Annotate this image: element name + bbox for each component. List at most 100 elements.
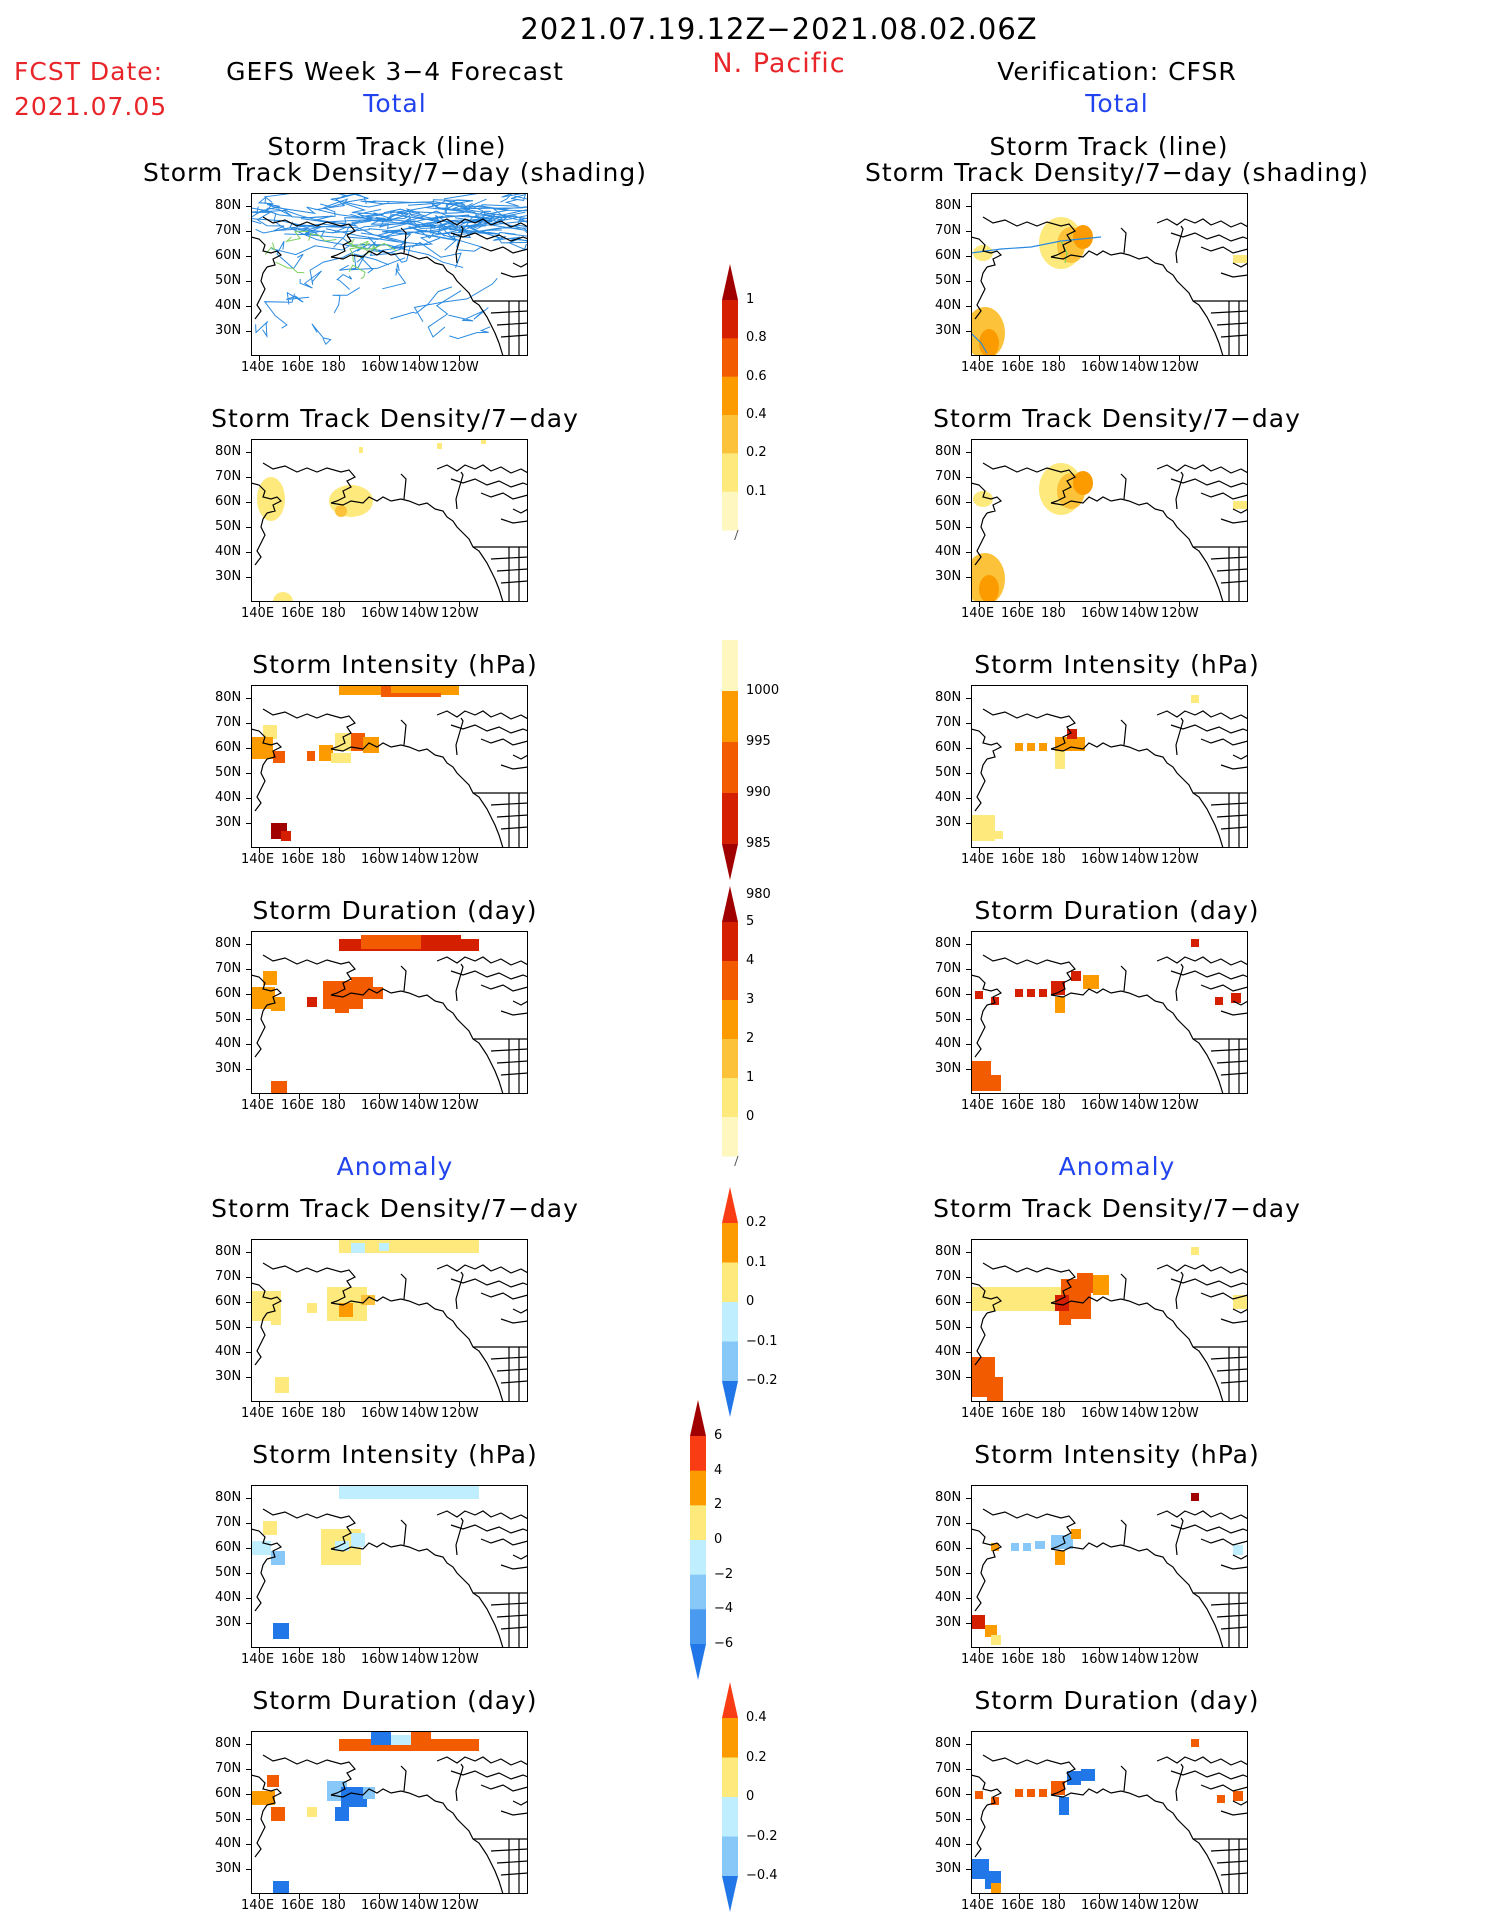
- lat-tick: [246, 1302, 251, 1303]
- lon-tick: [419, 1402, 420, 1407]
- lat-tick-label: 40N: [215, 790, 242, 805]
- lon-tick: [1019, 1094, 1020, 1099]
- lon-tick-label: 140W: [401, 606, 439, 621]
- lon-tick-label: 180: [1041, 1652, 1066, 1667]
- colorbar-label: 980: [746, 887, 771, 902]
- lon-tick-label: 160E: [281, 1652, 315, 1667]
- lat-tick-label: 70N: [935, 715, 962, 730]
- lat-tick: [966, 577, 971, 578]
- lat-tick: [966, 231, 971, 232]
- colorbar-label: 0.8: [746, 330, 767, 346]
- lat-tick-label: 40N: [935, 1036, 962, 1051]
- lat-tick: [246, 823, 251, 824]
- lat-tick-label: 50N: [215, 273, 242, 288]
- colorbar-intensity-total: [718, 640, 742, 894]
- title-intensity-right: Storm Intensity (hPa): [974, 650, 1260, 679]
- lon-tick-label: 120W: [441, 1898, 479, 1913]
- lon-tick-label: 120W: [1161, 606, 1199, 621]
- map-trackline-left: [251, 193, 528, 356]
- lon-tick-label: 140W: [1121, 360, 1159, 375]
- lat-tick: [246, 1377, 251, 1378]
- lat-tick-label: 80N: [935, 1490, 962, 1505]
- lon-tick: [419, 1648, 420, 1653]
- lon-tick: [1179, 356, 1180, 361]
- title-density-right: Storm Track Density/7−day: [933, 404, 1301, 433]
- lon-tick: [1139, 1894, 1140, 1899]
- title-intensity-left: Storm Intensity (hPa): [252, 650, 538, 679]
- map-duration-right: [971, 931, 1248, 1094]
- colorbar-label: 0.2: [746, 445, 767, 461]
- lat-tick-label: 30N: [935, 1615, 962, 1630]
- colorbar-label: 1: [746, 292, 755, 307]
- lon-tick: [1059, 356, 1060, 361]
- colorbar-label: 0.2: [746, 1215, 767, 1230]
- lat-tick-label: 40N: [935, 1590, 962, 1605]
- lon-tick: [1059, 1648, 1060, 1653]
- lon-tick: [299, 1094, 300, 1099]
- lat-tick-label: 60N: [935, 494, 962, 509]
- lon-tick: [979, 1094, 980, 1099]
- lat-tick: [966, 1573, 971, 1574]
- lon-tick: [459, 1402, 460, 1407]
- colorbar-label: 1000: [746, 683, 780, 698]
- lon-tick-label: 140W: [401, 1898, 439, 1913]
- lat-tick: [966, 1327, 971, 1328]
- lon-tick: [339, 356, 340, 361]
- lon-tick: [459, 1648, 460, 1653]
- lat-tick-label: 40N: [215, 1036, 242, 1051]
- lat-tick: [246, 281, 251, 282]
- lat-tick-label: 80N: [935, 444, 962, 459]
- lon-tick-label: 180: [321, 1406, 346, 1421]
- lat-tick: [246, 477, 251, 478]
- lon-tick: [259, 1894, 260, 1899]
- map-anomdensity-left: [251, 1239, 528, 1402]
- lat-tick-label: 70N: [935, 223, 962, 238]
- lon-tick-label: 140E: [241, 1898, 275, 1913]
- colorbar-label: 1: [746, 1070, 755, 1085]
- lon-tick: [1059, 602, 1060, 607]
- lon-tick-label: 160E: [1001, 1652, 1035, 1667]
- fcst-date-value: 2021.07.05: [14, 92, 168, 121]
- lat-tick-label: 80N: [935, 936, 962, 951]
- map-intensity-left: [251, 685, 528, 848]
- colorbar-label: 0: [746, 1789, 755, 1804]
- lon-tick: [459, 356, 460, 361]
- lon-tick-label: 160W: [361, 1406, 399, 1421]
- lon-tick-label: 140E: [961, 1406, 995, 1421]
- map-anomduration-left: [251, 1731, 528, 1894]
- lat-tick: [966, 969, 971, 970]
- lat-tick: [966, 452, 971, 453]
- title-track-shading-left: Storm Track Density/7−day (shading): [143, 158, 647, 187]
- lat-tick-label: 30N: [215, 1861, 242, 1876]
- lat-tick-label: 40N: [935, 544, 962, 559]
- lat-tick: [246, 552, 251, 553]
- lat-tick: [966, 1069, 971, 1070]
- lon-tick: [1139, 1094, 1140, 1099]
- lon-tick: [299, 1402, 300, 1407]
- title-duration-left: Storm Duration (day): [252, 896, 538, 925]
- lon-tick: [379, 356, 380, 361]
- lat-tick: [246, 723, 251, 724]
- lat-tick-label: 60N: [935, 1786, 962, 1801]
- lon-tick-label: 140E: [961, 1098, 995, 1113]
- lat-tick: [966, 1352, 971, 1353]
- lon-tick: [299, 1894, 300, 1899]
- title-anom-duration-right: Storm Duration (day): [974, 1686, 1260, 1715]
- lon-tick-label: 140W: [1121, 1652, 1159, 1667]
- lon-tick: [259, 356, 260, 361]
- lon-tick-label: 160W: [1081, 1098, 1119, 1113]
- colorbar-label: −0.2: [746, 1828, 778, 1844]
- lon-tick: [979, 848, 980, 853]
- map-anomintensity-right: [971, 1485, 1248, 1648]
- colorbar-label: −0.2: [746, 1373, 778, 1388]
- lat-tick: [246, 206, 251, 207]
- lat-tick: [246, 1869, 251, 1870]
- lat-tick-label: 80N: [215, 936, 242, 951]
- map-density-left: [251, 439, 528, 602]
- lat-tick: [246, 1019, 251, 1020]
- colorbar-density-anom: [718, 1187, 742, 1431]
- colorbar-label: 0: [746, 1109, 755, 1124]
- lon-tick: [339, 1094, 340, 1099]
- colorbar-label: 0.6: [746, 368, 767, 384]
- lon-tick: [459, 1094, 460, 1099]
